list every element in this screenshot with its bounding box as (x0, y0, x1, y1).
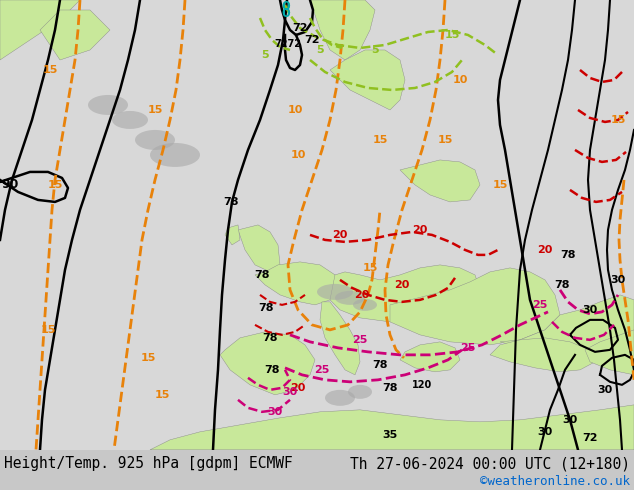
Text: 7272: 7272 (275, 39, 302, 49)
Text: 25: 25 (533, 300, 548, 310)
Text: 20: 20 (394, 280, 410, 290)
Text: 15: 15 (437, 135, 453, 145)
Text: 30: 30 (282, 387, 297, 397)
Text: 25: 25 (353, 335, 368, 345)
Polygon shape (0, 0, 80, 60)
Text: 30: 30 (597, 385, 612, 395)
Polygon shape (490, 338, 595, 372)
Polygon shape (225, 225, 240, 245)
Text: 10: 10 (452, 75, 468, 85)
Polygon shape (40, 10, 110, 60)
Text: 10: 10 (287, 105, 302, 115)
Polygon shape (255, 262, 340, 305)
Polygon shape (220, 332, 315, 395)
Text: 15: 15 (42, 65, 58, 75)
Text: 0: 0 (281, 7, 290, 20)
Text: 15: 15 (362, 263, 378, 273)
Text: 15: 15 (48, 180, 63, 190)
Ellipse shape (335, 291, 365, 305)
Text: 78: 78 (254, 270, 269, 280)
Text: Th 27-06-2024 00:00 UTC (12+180): Th 27-06-2024 00:00 UTC (12+180) (350, 456, 630, 471)
Text: 0: 0 (281, 0, 290, 14)
Text: 15: 15 (140, 353, 156, 363)
Text: 5: 5 (261, 50, 269, 60)
Text: 15: 15 (41, 325, 56, 335)
Text: 25: 25 (314, 365, 330, 375)
Text: 78: 78 (382, 383, 398, 393)
Ellipse shape (135, 130, 175, 150)
Text: 120: 120 (412, 380, 432, 390)
Text: 30: 30 (583, 305, 598, 315)
Text: 20: 20 (290, 383, 306, 393)
Text: 15: 15 (147, 105, 163, 115)
Text: 15: 15 (154, 390, 170, 400)
Ellipse shape (317, 284, 353, 300)
Text: 20: 20 (537, 245, 553, 255)
Ellipse shape (88, 95, 128, 115)
Polygon shape (390, 268, 560, 345)
Text: 30: 30 (268, 407, 283, 417)
Text: 78: 78 (554, 280, 570, 290)
Text: 20: 20 (412, 225, 428, 235)
Text: 78: 78 (258, 303, 274, 313)
Ellipse shape (325, 390, 355, 406)
Ellipse shape (353, 299, 377, 311)
Text: 15: 15 (444, 30, 460, 40)
Text: 30: 30 (538, 427, 553, 437)
Polygon shape (330, 265, 480, 322)
Polygon shape (150, 405, 634, 450)
Text: 5: 5 (371, 45, 378, 55)
Text: 5: 5 (316, 45, 324, 55)
Text: 90: 90 (1, 178, 18, 192)
Text: 72: 72 (304, 35, 320, 45)
Polygon shape (330, 50, 405, 110)
Polygon shape (320, 302, 360, 375)
Polygon shape (310, 0, 375, 60)
Text: 78: 78 (262, 333, 278, 343)
Text: 78: 78 (223, 197, 239, 207)
Polygon shape (500, 295, 634, 362)
Text: 20: 20 (354, 290, 370, 300)
Text: 30: 30 (562, 415, 578, 425)
Ellipse shape (150, 143, 200, 167)
Text: Height/Temp. 925 hPa [gdpm] ECMWF: Height/Temp. 925 hPa [gdpm] ECMWF (4, 456, 293, 471)
Text: 15: 15 (611, 115, 626, 125)
Text: 25: 25 (460, 343, 476, 353)
Text: 78: 78 (560, 250, 576, 260)
Text: 15: 15 (493, 180, 508, 190)
Text: 20: 20 (332, 230, 347, 240)
Polygon shape (400, 342, 460, 372)
Text: 78: 78 (372, 360, 388, 370)
Text: 10: 10 (290, 150, 306, 160)
Text: 72: 72 (582, 433, 598, 443)
Text: ©weatheronline.co.uk: ©weatheronline.co.uk (480, 475, 630, 489)
Text: 30: 30 (611, 275, 626, 285)
Text: 15: 15 (372, 135, 387, 145)
Text: 78: 78 (264, 365, 280, 375)
Polygon shape (238, 225, 280, 272)
Ellipse shape (112, 111, 148, 129)
Ellipse shape (348, 385, 372, 399)
Text: 35: 35 (382, 430, 398, 440)
Text: 72: 72 (292, 23, 307, 33)
Polygon shape (585, 330, 634, 375)
Polygon shape (400, 160, 480, 202)
